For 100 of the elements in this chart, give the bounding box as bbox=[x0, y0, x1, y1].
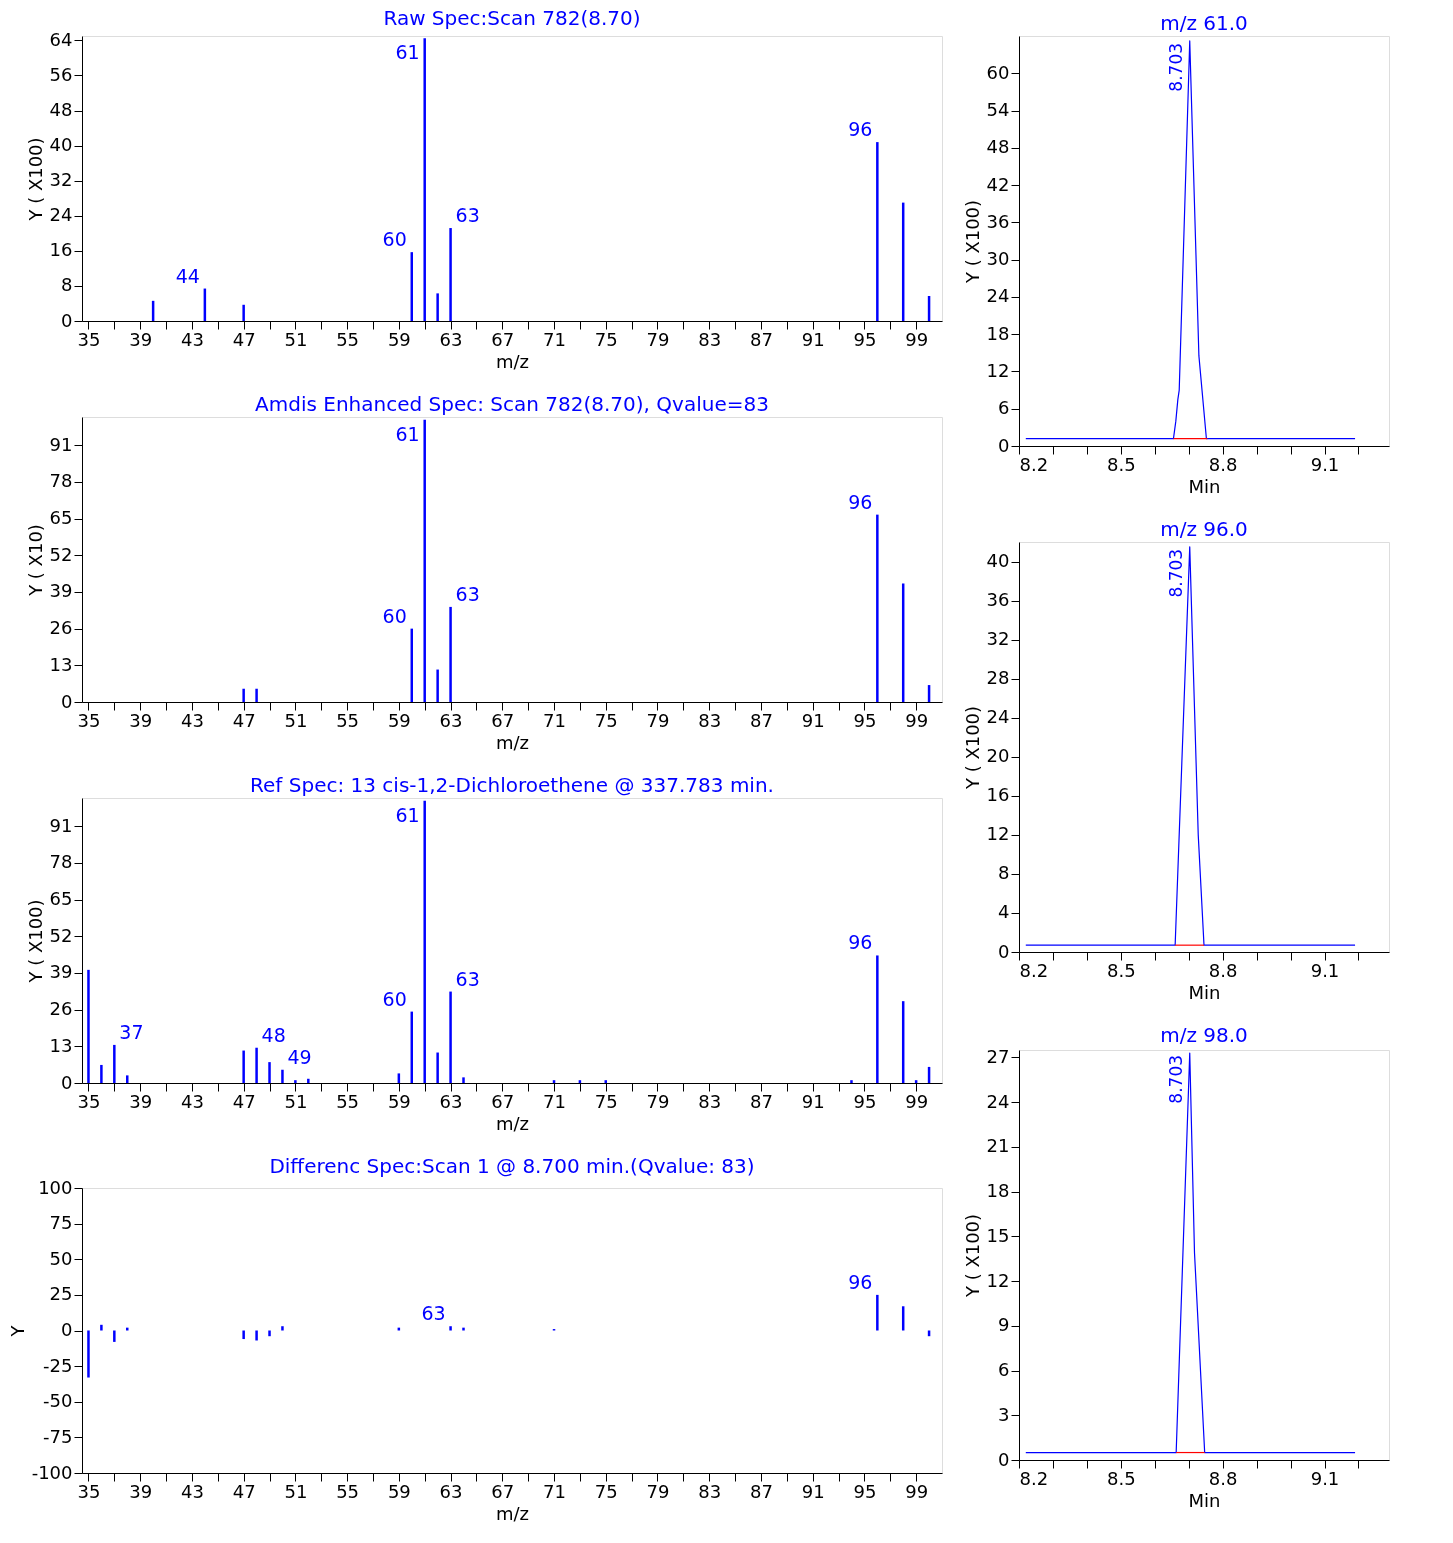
y-tick-label: 6 bbox=[998, 397, 1010, 419]
x-tick-label: 79 bbox=[646, 1090, 670, 1112]
x-tick-label: 99 bbox=[905, 709, 929, 731]
x-axis-title: m/z bbox=[495, 1112, 530, 1134]
x-tick-label: 71 bbox=[543, 1480, 566, 1502]
x-tick-label: 35 bbox=[77, 709, 101, 731]
x-tick-label: 8.5 bbox=[1107, 453, 1136, 475]
bar bbox=[436, 669, 439, 702]
y-tick-label: 52 bbox=[49, 924, 73, 946]
bar bbox=[449, 1326, 452, 1331]
x-tick-label: 71 bbox=[543, 709, 566, 731]
x-tick-label: 67 bbox=[491, 1090, 515, 1112]
y-tick-label: 15 bbox=[986, 1224, 1010, 1246]
y-tick-label: 9 bbox=[998, 1314, 1010, 1336]
y-tick-label: -100 bbox=[31, 1461, 73, 1483]
x-tick-label: 83 bbox=[698, 328, 722, 350]
y-tick-label: 75 bbox=[49, 1212, 73, 1234]
y-tick-label: 32 bbox=[986, 628, 1010, 650]
y-tick-label: -25 bbox=[43, 1354, 73, 1376]
x-tick-label: 47 bbox=[232, 1480, 256, 1502]
bar bbox=[307, 1078, 310, 1083]
bar bbox=[449, 228, 452, 321]
chart-title: Differenc Spec:Scan 1 @ 8.700 min.(Qvalue: 83) bbox=[269, 1154, 755, 1178]
bar bbox=[113, 1044, 116, 1083]
bar bbox=[436, 293, 439, 321]
y-tick-label: 4 bbox=[998, 901, 1010, 923]
bar bbox=[449, 991, 452, 1083]
bar bbox=[242, 1050, 245, 1083]
x-tick-label: 95 bbox=[853, 1090, 877, 1112]
bar bbox=[113, 1330, 116, 1342]
x-tick-label: 99 bbox=[905, 1090, 929, 1112]
x-tick-label: 51 bbox=[284, 328, 308, 350]
x-tick-label: 75 bbox=[594, 1090, 618, 1112]
y-tick-label: 100 bbox=[38, 1176, 73, 1198]
x-axis-title: m/z bbox=[495, 1502, 530, 1524]
annotation: 63 bbox=[421, 1302, 446, 1325]
x-tick-label: 59 bbox=[387, 328, 411, 350]
y-tick-label: 39 bbox=[49, 580, 73, 602]
x-tick-label: 35 bbox=[77, 328, 101, 350]
x-tick-label: 8.8 bbox=[1208, 453, 1238, 475]
x-axis-title: Min bbox=[1188, 981, 1221, 1003]
x-tick-label: 63 bbox=[439, 1090, 463, 1112]
y-tick-label: 27 bbox=[986, 1045, 1010, 1067]
chart-title: Amdis Enhanced Spec: Scan 782(8.70), Qvalue=83 bbox=[255, 392, 769, 416]
chart-title: m/z 98.0 bbox=[1160, 1023, 1248, 1048]
x-tick-label: 79 bbox=[646, 709, 670, 731]
x-tick-label: 55 bbox=[336, 709, 360, 731]
x-tick-label: 79 bbox=[646, 328, 670, 350]
y-tick-label: 28 bbox=[986, 667, 1010, 689]
x-tick-label: 39 bbox=[129, 1480, 153, 1502]
x-tick-label: 51 bbox=[284, 709, 308, 731]
x-tick-label: 91 bbox=[801, 709, 825, 731]
annotation: 60 bbox=[382, 228, 407, 251]
y-tick-label: 0 bbox=[998, 940, 1010, 962]
bar bbox=[242, 304, 245, 321]
bar bbox=[462, 1327, 465, 1331]
y-tick-label: 24 bbox=[49, 204, 73, 226]
y-tick-label: 16 bbox=[986, 784, 1010, 806]
bar bbox=[126, 1327, 129, 1331]
annotation: 63 bbox=[455, 582, 480, 605]
y-tick-label: 0 bbox=[61, 690, 73, 712]
y-tick-label: 25 bbox=[49, 1283, 73, 1305]
annotation: 8.703 bbox=[1165, 1054, 1186, 1104]
annotation: 96 bbox=[848, 1270, 873, 1293]
line-series bbox=[1025, 40, 1356, 440]
bar bbox=[850, 1080, 853, 1083]
y-tick-label: 32 bbox=[49, 169, 73, 191]
x-tick-label: 87 bbox=[749, 328, 773, 350]
y-tick-label: 24 bbox=[986, 1090, 1010, 1112]
annotation: 37 bbox=[119, 1020, 144, 1043]
x-tick-label: 67 bbox=[491, 328, 515, 350]
x-tick-label: 55 bbox=[336, 1090, 360, 1112]
x-tick-label: 47 bbox=[232, 1090, 256, 1112]
x-tick-label: 39 bbox=[129, 709, 153, 731]
y-tick-label: 18 bbox=[986, 1180, 1010, 1202]
bar bbox=[294, 1080, 297, 1083]
x-tick-label: 75 bbox=[594, 709, 618, 731]
x-tick-label: 9.1 bbox=[1310, 1467, 1340, 1489]
annotation: 60 bbox=[382, 987, 407, 1010]
x-tick-label: 87 bbox=[749, 1090, 773, 1112]
x-tick-label: 87 bbox=[749, 1480, 773, 1502]
bar bbox=[876, 142, 879, 321]
y-tick-label: 18 bbox=[986, 322, 1010, 344]
y-tick-label: 50 bbox=[49, 1247, 73, 1269]
x-tick-label: 8.2 bbox=[1019, 453, 1049, 475]
x-tick-label: 99 bbox=[905, 328, 929, 350]
x-tick-label: 99 bbox=[905, 1480, 929, 1502]
bar bbox=[87, 1330, 90, 1378]
bar bbox=[255, 1330, 258, 1341]
y-tick-label: 24 bbox=[986, 285, 1010, 307]
x-tick-label: 91 bbox=[801, 1480, 825, 1502]
x-tick-label: 35 bbox=[77, 1090, 101, 1112]
bar bbox=[281, 1326, 284, 1331]
annotation: 96 bbox=[848, 490, 873, 513]
x-tick-label: 67 bbox=[491, 709, 515, 731]
bar bbox=[423, 419, 426, 702]
x-tick-label: 35 bbox=[77, 1480, 101, 1502]
chart-title: Ref Spec: 13 cis-1,2-Dichloroethene @ 337.783 min. bbox=[250, 773, 774, 797]
y-tick-label: 91 bbox=[49, 814, 73, 836]
y-tick-label: 12 bbox=[986, 1269, 1010, 1291]
